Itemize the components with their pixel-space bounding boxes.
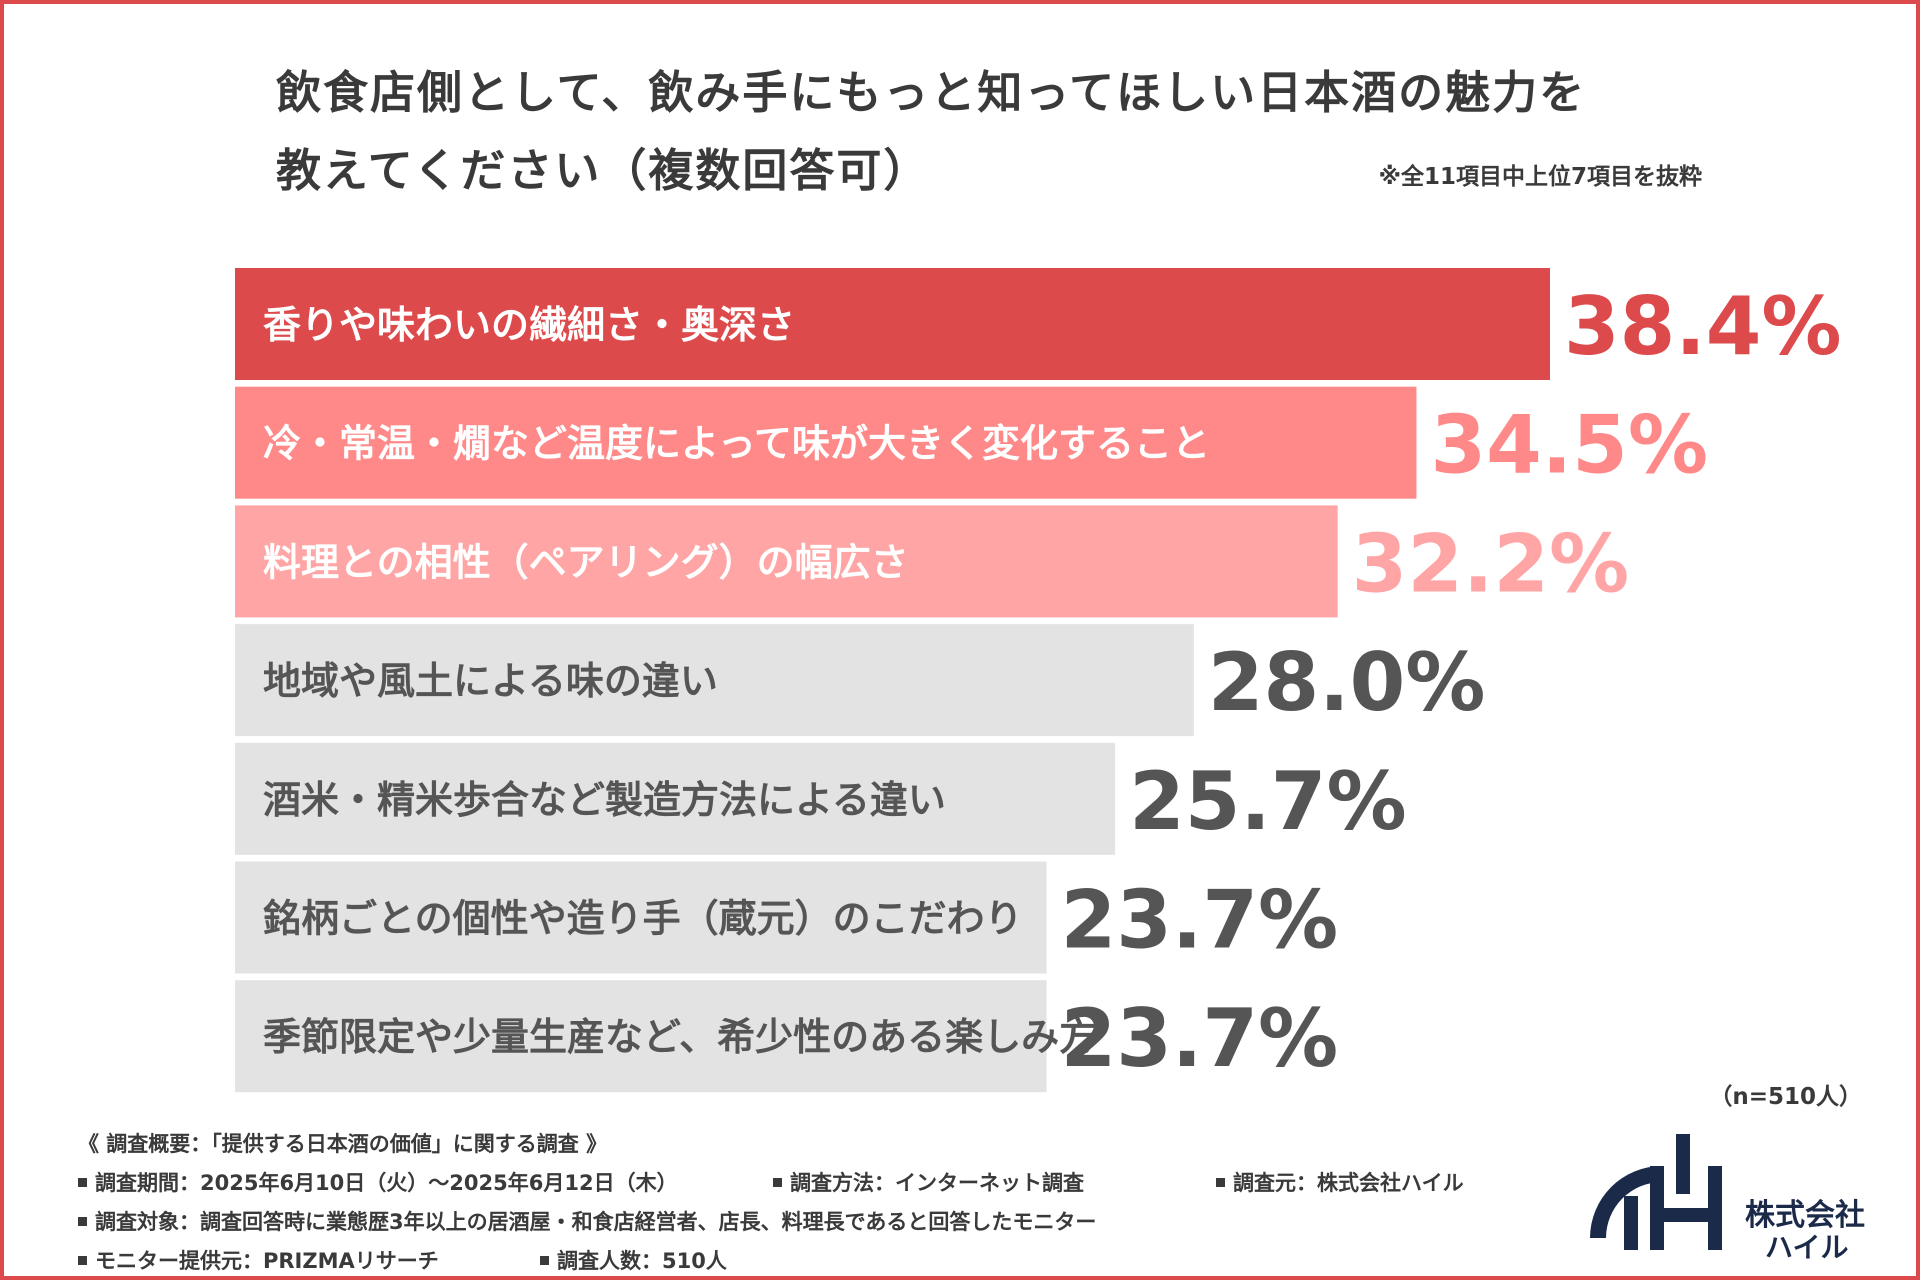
logo-text-line1: 株式会社 [1745,1198,1865,1233]
bar-label-6: 銘柄ごとの個性や造り手（蔵元）のこだわり [263,897,1023,941]
bar-6 [235,861,1047,974]
bullet-square-icon [78,1177,87,1187]
bar-2 [235,386,1417,499]
company-logo-icon [1590,1134,1722,1250]
survey-provider: モニター提供元：PRIZMAリサーチ [78,1245,439,1275]
value-label-1: 38.4% [1564,280,1842,373]
bar-5 [235,742,1116,855]
value-label-6: 23.7% [1061,874,1339,967]
survey-target-text: 調査対象：調査回答時に業態歴3年以上の居酒屋・和食店経営者、店長、料理長であると… [95,1210,1097,1234]
bar-1 [235,268,1550,380]
bar-label-7: 季節限定や少量生産など、希少性のある楽しみ方 [263,1015,1097,1059]
value-label-7: 23.7% [1061,992,1339,1085]
sample-size: （n=510人） [1709,1084,1862,1110]
chart-note: ※全11項目中上位7項目を抜粋 [1378,164,1702,190]
survey-source: 調査元：株式会社ハイル [1216,1167,1464,1197]
bar-label-5: 酒米・精米歩合など製造方法による違い [263,778,946,822]
survey-target: 調査対象：調査回答時に業態歴3年以上の居酒屋・和食店経営者、店長、料理長であると… [78,1206,1096,1236]
bar-7 [235,980,1047,1093]
value-label-2: 34.5% [1430,399,1708,492]
survey-count-text: 調査人数：510人 [557,1249,727,1273]
survey-heading: 《 調査概要：「提供する日本酒の価値」に関する調査 》 [78,1132,608,1156]
survey-period: 調査期間：2025年6月10日（火）〜2025年6月12日（木） [78,1167,678,1197]
bar-label-2: 冷・常温・燗など温度によって味が大きく変化すること [263,422,1210,466]
survey-period-text: 調査期間：2025年6月10日（火）〜2025年6月12日（木） [95,1171,678,1195]
survey-method: 調査方法：インターネット調査 [773,1167,1084,1197]
chart-title-line2: 教えてください（複数回答可） [276,144,931,197]
bullet-square-icon [78,1216,87,1226]
survey-method-text: 調査方法：インターネット調査 [790,1171,1084,1195]
survey-count: 調査人数：510人 [540,1245,727,1275]
bullet-square-icon [1216,1177,1225,1187]
bar-label-4: 地域や風土による味の違い [263,659,718,703]
bar-4 [235,624,1194,737]
survey-provider-text: モニター提供元：PRIZMAリサーチ [95,1249,439,1273]
bullet-square-icon [773,1177,782,1187]
value-label-5: 25.7% [1129,755,1407,848]
chart-title-line1: 飲食店側として、飲み手にもっと知ってほしい日本酒の魅力を [276,66,1587,119]
bar-label-3: 料理との相性（ペアリング）の幅広さ [263,540,909,584]
value-label-3: 32.2% [1352,517,1630,610]
logo-text-line2: ハイル [1765,1231,1849,1264]
value-label-4: 28.0% [1208,636,1486,729]
bar-3 [235,505,1338,618]
bullet-square-icon [78,1255,87,1265]
survey-source-text: 調査元：株式会社ハイル [1233,1171,1464,1195]
bullet-square-icon [540,1255,549,1265]
bar-label-1: 香りや味わいの繊細さ・奥深さ [263,303,795,347]
